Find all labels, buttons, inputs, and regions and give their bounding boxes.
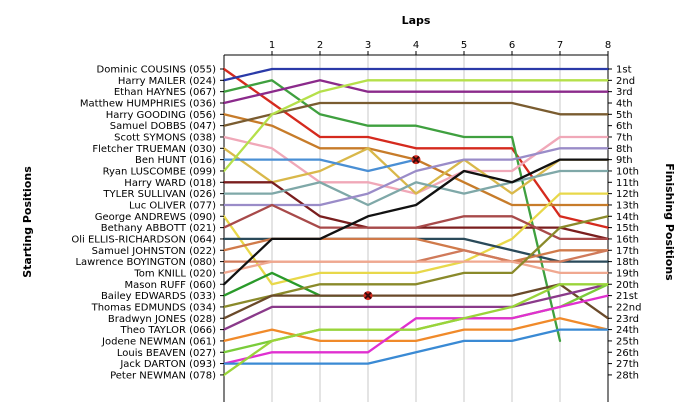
driver-series-line <box>222 79 610 105</box>
finishing-position-label: 17th <box>616 246 639 257</box>
finishing-position-label: 26th <box>616 348 639 359</box>
driver-series-line <box>222 158 418 173</box>
finishing-position-label: 22nd <box>616 302 641 313</box>
starting-position-label: Jodene NEWMAN (061) <box>101 336 216 347</box>
driver-series-line <box>222 101 610 127</box>
starting-position-label: Ben HUNT (016) <box>135 155 216 166</box>
y-axis-right-title: Finishing Positions <box>663 163 676 281</box>
driver-series-line <box>222 294 610 365</box>
finishing-position-label: 3rd <box>616 87 633 98</box>
starting-position-label: Tom KNILL (020) <box>133 268 216 279</box>
finishing-position-label: 2nd <box>616 76 635 87</box>
starting-position-label: Samuel DOBBS (047) <box>110 121 216 132</box>
finishing-position-label: 19th <box>616 268 639 279</box>
starting-position-label: Harry GOODING (056) <box>106 110 216 121</box>
driver-series-line <box>222 283 610 331</box>
starting-position-label: Lawrence BOYINGTON (080) <box>75 257 216 268</box>
finishing-position-label: 12th <box>616 189 639 200</box>
finishing-position-label: 16th <box>616 234 639 245</box>
x-tick-label: 2 <box>317 40 323 51</box>
starting-position-label: George ANDREWS (090) <box>95 212 216 223</box>
finishing-position-label: 24th <box>616 325 639 336</box>
starting-position-label: Jack DARTON (093) <box>119 359 216 370</box>
starting-position-label: Matthew HUMPHRIES (036) <box>80 98 216 109</box>
x-tick-label: 3 <box>365 40 371 51</box>
starting-position-label: Louis BEAVEN (027) <box>117 348 216 359</box>
driver-series-line <box>222 317 610 343</box>
starting-position-label: Oli ELLIS-RICHARDSON (064) <box>71 234 216 245</box>
finishing-position-label: 8th <box>616 144 633 155</box>
finishing-position-label: 27th <box>616 359 639 370</box>
driver-series-line <box>222 283 610 320</box>
finishing-position-label: 28th <box>616 370 639 381</box>
x-tick-label: 6 <box>509 40 515 51</box>
driver-series-line <box>222 215 610 309</box>
finishing-position-label: 1st <box>616 65 632 76</box>
starting-position-label: Theo TAYLOR (066) <box>119 325 216 336</box>
starting-position-label: Peter NEWMAN (078) <box>110 370 216 381</box>
finishing-position-label: 7th <box>616 132 633 143</box>
finishing-position-label: 25th <box>616 336 639 347</box>
marker-layer <box>363 155 421 301</box>
starting-position-label: Harry WARD (018) <box>124 178 216 189</box>
finishing-position-label: 11th <box>616 178 639 189</box>
x-tick-label: 7 <box>557 40 563 51</box>
driver-series-line <box>222 79 610 173</box>
starting-position-label: Fletcher TRUEMAN (030) <box>92 144 216 155</box>
finishing-position-label: 5th <box>616 110 633 121</box>
finishing-position-label: 15th <box>616 223 639 234</box>
driver-series-line <box>222 203 610 241</box>
starting-position-label: Samuel JOHNSTON (022) <box>92 246 216 257</box>
driver-series-line <box>222 79 562 343</box>
driver-series-line <box>222 147 610 195</box>
finishing-position-label: 20th <box>616 280 639 291</box>
x-tick-label: 1 <box>269 40 275 51</box>
driver-series-line <box>222 147 610 207</box>
driver-series-line <box>222 67 610 229</box>
starting-position-label: TYLER SULLIVAN (026) <box>102 189 216 200</box>
starting-position-label: Bethany ABBOTT (021) <box>101 223 216 234</box>
series-layer <box>222 67 610 377</box>
starting-position-label: Mason RUFF (060) <box>125 280 217 291</box>
driver-series-line <box>222 169 610 207</box>
starting-position-label: Dominic COUSINS (055) <box>97 65 217 76</box>
y-axis-left-title: Starting Positions <box>21 166 34 278</box>
starting-position-label: Scott SYMONS (038) <box>114 132 216 143</box>
driver-series-line <box>222 283 610 377</box>
starting-position-label: Luc OLIVER (077) <box>129 200 216 211</box>
driver-series-line <box>222 328 610 365</box>
finishing-position-label: 6th <box>616 121 633 132</box>
driver-series-line <box>222 260 610 275</box>
retirement-cross <box>364 291 372 300</box>
x-tick-label: 8 <box>605 40 611 51</box>
driver-series-line <box>222 67 610 82</box>
starting-position-label: Bailey EDWARDS (033) <box>101 291 216 302</box>
finishing-position-label: 14th <box>616 212 639 223</box>
starting-position-label: Harry MAILER (024) <box>118 76 216 87</box>
retirement-cross <box>412 155 420 164</box>
finishing-position-label: 23rd <box>616 314 639 325</box>
starting-position-label: Ryan LUSCOMBE (099) <box>103 166 217 177</box>
starting-position-label: Bradwyn JONES (028) <box>108 314 216 325</box>
finishing-position-label: 10th <box>616 166 639 177</box>
starting-position-label: Ethan HAYNES (067) <box>114 87 216 98</box>
finishing-position-label: 18th <box>616 257 639 268</box>
x-axis-title: Laps <box>402 14 431 27</box>
x-tick-label: 4 <box>413 40 419 51</box>
tick-labels: 1 2 3 4 5 6 7 8 Dominic COUSINS (055)Harry MAILE… <box>71 40 641 381</box>
finishing-position-label: 21st <box>616 291 638 302</box>
starting-position-label: Thomas EDMUNDS (034) <box>91 302 216 313</box>
finishing-position-label: 9th <box>616 155 633 166</box>
x-tick-label: 5 <box>461 40 467 51</box>
driver-series-line <box>222 158 610 286</box>
finishing-position-label: 4th <box>616 98 633 109</box>
finishing-position-label: 13th <box>616 200 639 211</box>
